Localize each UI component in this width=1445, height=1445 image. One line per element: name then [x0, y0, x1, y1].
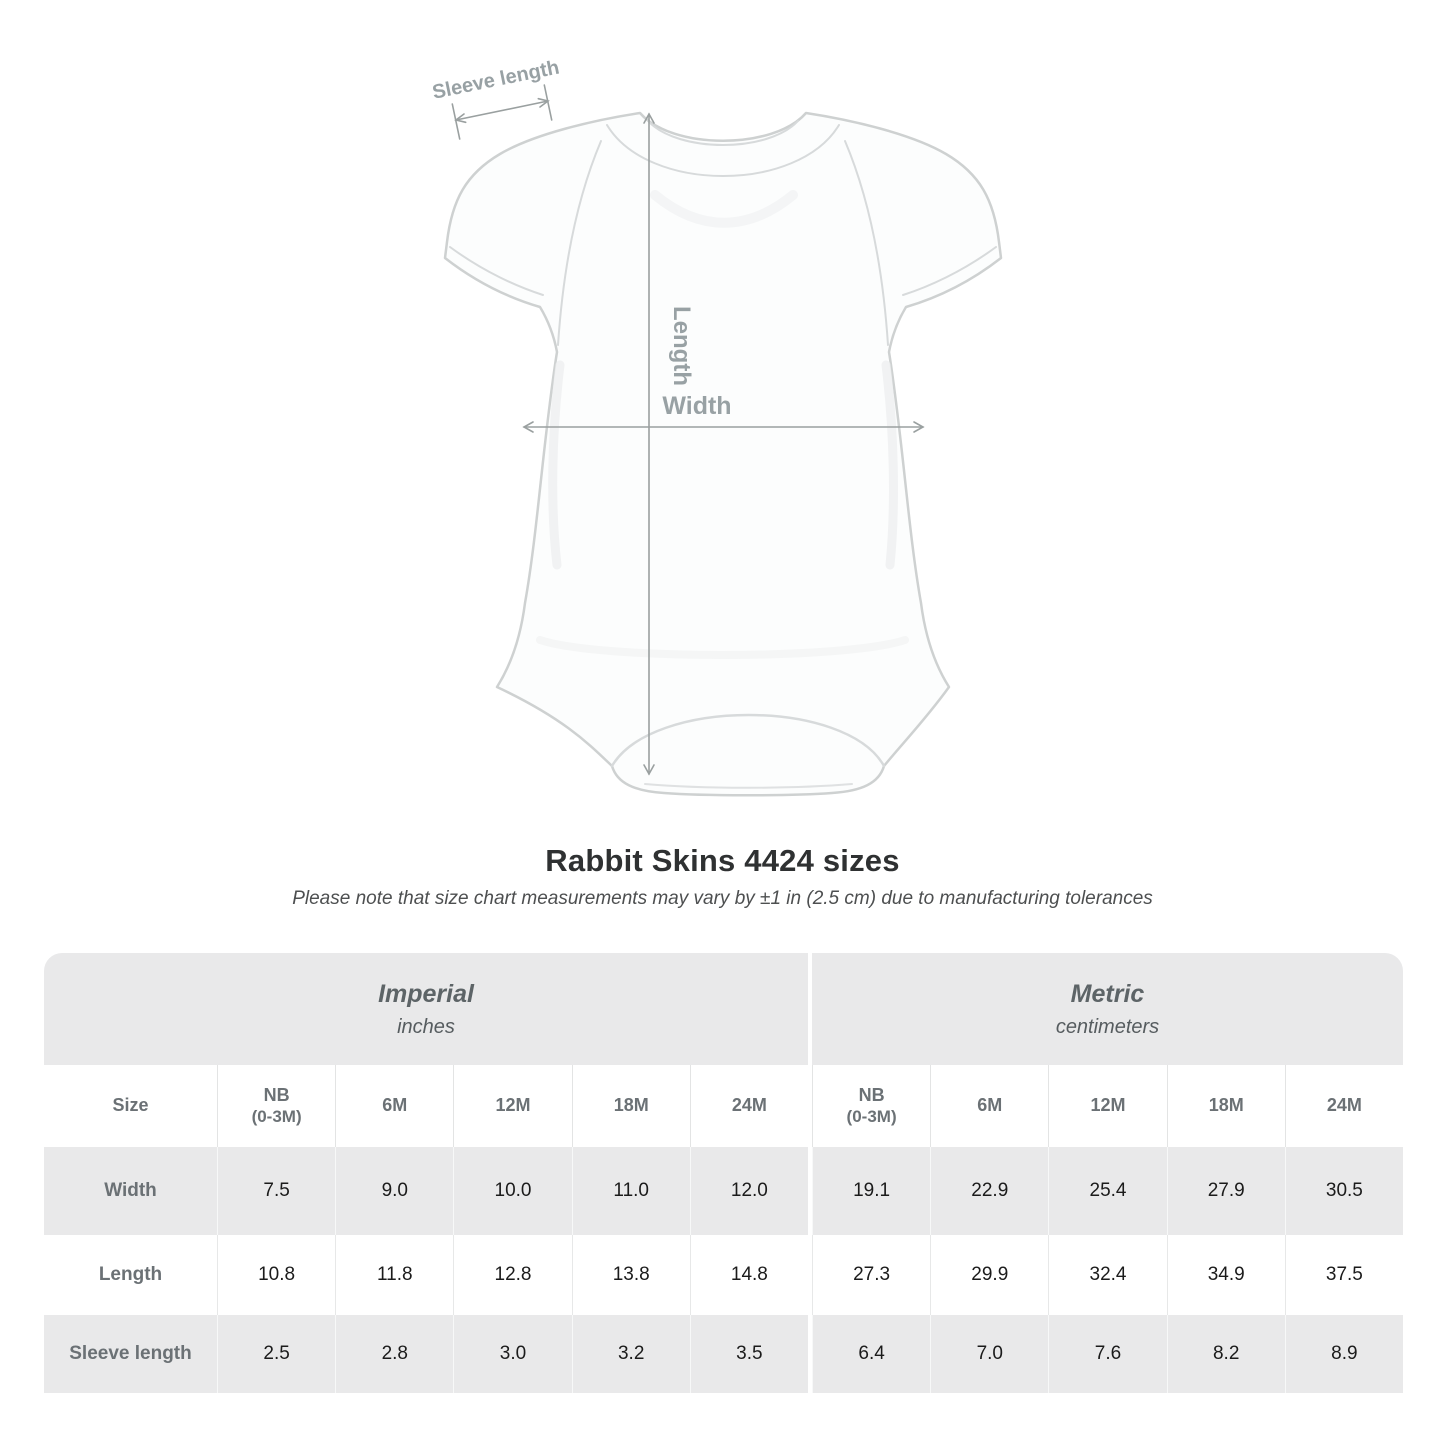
imperial-band: Imperial inches	[44, 953, 808, 1065]
column-header-label: 18M	[613, 1095, 649, 1116]
row-label: Sleeve length	[69, 1342, 192, 1364]
table-cell: 32.4	[1048, 1235, 1166, 1315]
heading-block: Rabbit Skins 4424 sizes Please note that…	[0, 843, 1445, 910]
column-header-label: NB	[263, 1085, 290, 1105]
neckline-inner	[647, 120, 799, 146]
table-cell: 12.0	[689, 1147, 808, 1235]
table-cell: 2.5	[217, 1315, 335, 1393]
table-cell: 11.0	[571, 1147, 690, 1235]
table-cell: 13.8	[571, 1235, 690, 1315]
sleeve-length-arrow	[451, 84, 553, 140]
size-table: Imperial inches Metric centimeters Size N…	[44, 953, 1403, 1393]
table-cell: 27.9	[1166, 1147, 1285, 1235]
table-cell: 27.3	[811, 1235, 930, 1315]
column-header-label: 12M	[1090, 1095, 1126, 1116]
column-header: 18M	[1166, 1065, 1285, 1147]
column-header: 24M	[689, 1065, 808, 1147]
band-divider	[808, 953, 812, 1065]
column-header-label: 18M	[1208, 1095, 1244, 1116]
table-cell: 3.5	[689, 1315, 808, 1393]
table-cell: 2.8	[335, 1315, 453, 1393]
table-cell: 3.0	[453, 1315, 571, 1393]
column-header: 12M	[453, 1065, 571, 1147]
table-cell: 11.8	[335, 1235, 453, 1315]
table-cell: 34.9	[1166, 1235, 1285, 1315]
envelope-neck-edge	[606, 124, 840, 177]
table-cell: 10.8	[217, 1235, 335, 1315]
dimension-arrows	[451, 84, 925, 776]
tolerance-note: Please note that size chart measurements…	[292, 888, 1153, 909]
bodysuit-diagram: Sleeve length Length Width	[430, 56, 1003, 797]
table-row: Length 10.8 11.8 12.8 13.8 14.8 27.3 29.9 32.4 34…	[44, 1235, 1403, 1315]
imperial-unit: inches	[397, 1015, 455, 1038]
width-label: Width	[662, 392, 731, 420]
table-cell: 22.9	[930, 1147, 1048, 1235]
section-divider	[807, 1315, 812, 1393]
garment-seams	[449, 120, 997, 789]
crotch-flap-seam	[610, 713, 886, 768]
column-header: NB (0-3M)	[217, 1065, 335, 1147]
section-divider	[807, 1235, 812, 1315]
table-cell: 6.4	[811, 1315, 930, 1393]
table-row: Width 7.5 9.0 10.0 11.0 12.0 19.1 22.9 25.4 27.9 3…	[44, 1147, 1403, 1235]
table-cell: 9.0	[335, 1147, 453, 1235]
column-header-size: Size	[112, 1095, 149, 1116]
metric-label: Metric	[1070, 979, 1145, 1008]
metric-band: Metric centimeters	[812, 953, 1403, 1065]
table-cell: 10.0	[453, 1147, 571, 1235]
column-header-label: 6M	[382, 1095, 408, 1116]
left-sleeve-hem	[449, 246, 544, 296]
sleeve-length-label: Sleeve length	[430, 56, 561, 103]
column-header: 6M	[335, 1065, 453, 1147]
section-divider	[807, 1147, 812, 1235]
table-cell: 7.0	[930, 1315, 1048, 1393]
length-label: Length	[668, 306, 695, 386]
table-cell: 25.4	[1048, 1147, 1166, 1235]
bodysuit-outline	[443, 111, 1003, 797]
table-cell: 7.5	[217, 1147, 335, 1235]
unit-bands: Imperial inches Metric centimeters	[44, 953, 1403, 1065]
garment-shading	[536, 190, 909, 659]
table-cell: 19.1	[811, 1147, 930, 1235]
column-header: 12M	[1048, 1065, 1166, 1147]
column-header: 24M	[1284, 1065, 1403, 1147]
column-header-label: 24M	[1326, 1095, 1362, 1116]
section-divider	[807, 1065, 812, 1147]
right-sleeve-hem	[902, 246, 997, 296]
column-header: NB (0-3M)	[811, 1065, 930, 1147]
table-header-row: Size NB (0-3M) 6M 12M 18M 24M NB (0-3M) 6M 12M 18M 2…	[44, 1065, 1403, 1147]
width-arrow	[522, 421, 925, 433]
left-armhole-seam	[557, 140, 602, 346]
column-header-label: 6M	[977, 1095, 1003, 1116]
table-cell: 7.6	[1048, 1315, 1166, 1393]
column-header-sublabel: (0-3M)	[846, 1106, 897, 1126]
column-header: 18M	[571, 1065, 690, 1147]
right-armhole-seam	[844, 140, 889, 346]
table-cell: 3.2	[571, 1315, 690, 1393]
table-row: Sleeve length 2.5 2.8 3.0 3.2 3.5 6.4 7.0 7.6 8.2…	[44, 1315, 1403, 1393]
column-header: 6M	[930, 1065, 1048, 1147]
metric-unit: centimeters	[1055, 1015, 1160, 1038]
table-cell: 12.8	[453, 1235, 571, 1315]
row-label: Width	[104, 1179, 157, 1201]
table-cell: 29.9	[930, 1235, 1048, 1315]
column-header-sublabel: (0-3M)	[251, 1106, 302, 1126]
column-header-label: NB	[858, 1085, 885, 1105]
page-title: Rabbit Skins 4424 sizes	[545, 843, 900, 878]
table-cell: 30.5	[1284, 1147, 1403, 1235]
table-cell: 8.9	[1284, 1315, 1403, 1393]
column-header-label: 24M	[731, 1095, 767, 1116]
table-cell: 37.5	[1284, 1235, 1403, 1315]
table-cell: 14.8	[689, 1235, 808, 1315]
table-cell: 8.2	[1166, 1315, 1285, 1393]
length-arrow	[643, 112, 655, 776]
column-header-label: 12M	[495, 1095, 531, 1116]
row-label: Length	[98, 1263, 163, 1285]
imperial-label: Imperial	[378, 979, 474, 1008]
crotch-flap-hem	[644, 783, 853, 789]
table-body: Width 7.5 9.0 10.0 11.0 12.0 19.1 22.9 25.4 27.9 3…	[44, 1147, 1403, 1393]
